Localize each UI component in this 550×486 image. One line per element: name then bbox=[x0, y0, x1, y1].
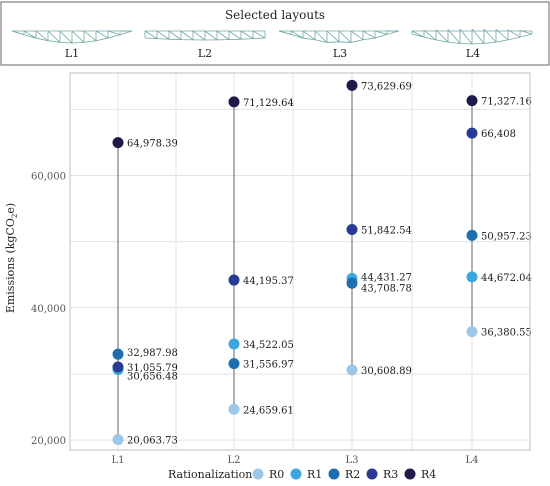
point-r2-l2 bbox=[228, 358, 240, 370]
legend-title: Rationalization bbox=[168, 468, 252, 481]
data-label: 36,380.55 bbox=[481, 328, 532, 339]
legend-item-r1: R1 bbox=[290, 468, 322, 481]
data-label: 71,129.64 bbox=[243, 98, 294, 109]
legend-item-r3: R3 bbox=[366, 468, 398, 481]
layout-label-l3: L3 bbox=[333, 47, 347, 60]
data-label: 71,327.16 bbox=[481, 97, 532, 108]
selected-layouts-panel: Selected layouts L1 L2 L3 L4 bbox=[0, 1, 550, 66]
data-label: 30,608.89 bbox=[361, 366, 412, 377]
layout-label-l1: L1 bbox=[65, 47, 79, 60]
point-r3-l3 bbox=[346, 223, 358, 235]
point-r3-l2 bbox=[228, 274, 240, 286]
layout-label-l4: L4 bbox=[466, 47, 480, 60]
data-label: 31,055.79 bbox=[127, 363, 178, 374]
axes: 20,000 40,000 60,000 L1 L2 L3 L4 bbox=[31, 72, 531, 466]
legend: Rationalization R0 R1 R2 R3 R4 bbox=[168, 468, 436, 481]
legend-item-r2: R2 bbox=[328, 468, 360, 481]
legend-label: R4 bbox=[421, 468, 436, 481]
y-tick-label: 20,000 bbox=[31, 436, 66, 447]
layout-truss-icon-l4 bbox=[411, 28, 533, 45]
layouts-frame bbox=[0, 1, 550, 66]
legend-swatch bbox=[366, 468, 378, 480]
legend-swatch bbox=[290, 468, 302, 480]
point-r1-l4 bbox=[466, 271, 478, 283]
data-label: 30,656.48 bbox=[127, 372, 178, 383]
data-label: 24,659.61 bbox=[243, 405, 294, 416]
layout-truss-icon-l2 bbox=[144, 30, 266, 41]
data-label: 73,629.69 bbox=[361, 81, 412, 92]
point-r4-l4 bbox=[466, 95, 478, 107]
legend-label: R1 bbox=[307, 468, 322, 481]
y-tick-label: 60,000 bbox=[31, 172, 66, 183]
grid bbox=[70, 73, 530, 450]
x-tick-label: L2 bbox=[227, 455, 240, 466]
data-label: 51,842.54 bbox=[361, 225, 412, 236]
data-label: 32,987.98 bbox=[127, 348, 178, 359]
legend-label: R3 bbox=[383, 468, 398, 481]
layout-truss-icon-l1 bbox=[11, 30, 133, 44]
legend-swatch bbox=[404, 468, 416, 480]
point-r4-l1 bbox=[112, 137, 124, 149]
point-r2-l4 bbox=[466, 229, 478, 241]
point-r3-l4 bbox=[466, 127, 478, 139]
data-label: 34,522.05 bbox=[243, 340, 294, 351]
data-label: 44,672.04 bbox=[481, 273, 532, 284]
x-tick-label: L3 bbox=[345, 455, 358, 466]
point-r2-l1 bbox=[112, 348, 124, 360]
stems bbox=[117, 85, 473, 440]
legend-item-r4: R4 bbox=[404, 468, 436, 481]
legend-item-r0: R0 bbox=[252, 468, 284, 481]
point-r4-l2 bbox=[228, 96, 240, 108]
legend-label: R0 bbox=[269, 468, 284, 481]
data-label: 64,978.39 bbox=[127, 139, 178, 150]
x-tick-label: L1 bbox=[111, 455, 124, 466]
plot-area-border bbox=[69, 72, 531, 451]
point-r0-l2 bbox=[228, 403, 240, 415]
data-label: 44,431.27 bbox=[361, 272, 412, 283]
data-label: 43,708.78 bbox=[361, 283, 412, 294]
point-r4-l3 bbox=[346, 79, 358, 91]
data-label: 66,408 bbox=[481, 129, 516, 140]
data-label: 50,957.23 bbox=[481, 231, 532, 242]
data-labels: 20,063.73 24,659.61 30,608.89 36,380.55 30,6… bbox=[127, 81, 532, 446]
points bbox=[112, 79, 478, 446]
layouts-title: Selected layouts bbox=[225, 8, 325, 22]
x-tick-label: L4 bbox=[465, 455, 478, 466]
layout-label-l2: L2 bbox=[198, 47, 212, 60]
legend-swatch bbox=[252, 468, 264, 480]
data-label: 44,195.37 bbox=[243, 276, 294, 287]
point-r2-l3 bbox=[346, 277, 358, 289]
y-tick-label: 40,000 bbox=[31, 304, 66, 315]
point-r0-l1 bbox=[112, 434, 124, 446]
point-r3-l1 bbox=[112, 361, 124, 373]
legend-label: R2 bbox=[345, 468, 360, 481]
point-r0-l4 bbox=[466, 326, 478, 338]
data-label: 20,063.73 bbox=[127, 436, 178, 447]
layout-truss-icon-l3 bbox=[278, 30, 400, 43]
legend-swatch bbox=[328, 468, 340, 480]
y-axis-label: Emissions (kgCO2e) bbox=[4, 203, 19, 313]
data-label: 31,556.97 bbox=[243, 360, 294, 371]
point-r0-l3 bbox=[346, 364, 358, 376]
point-r1-l2 bbox=[228, 338, 240, 350]
